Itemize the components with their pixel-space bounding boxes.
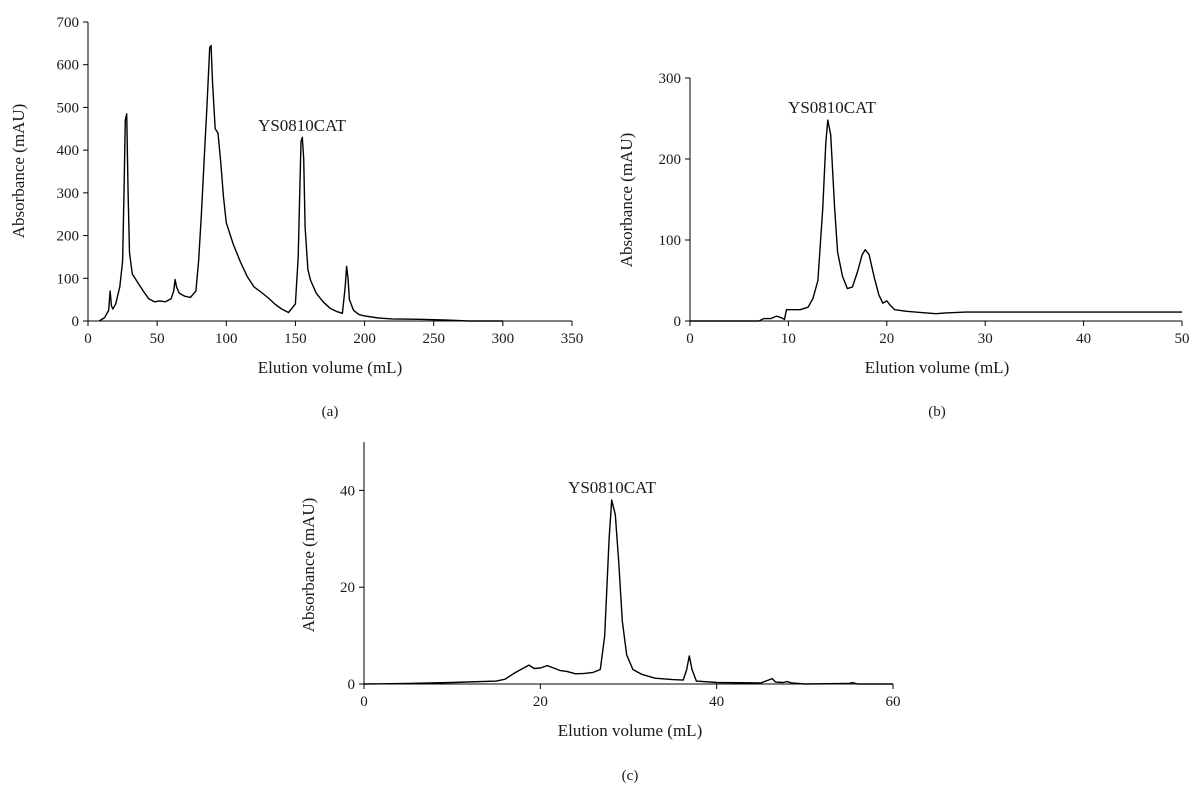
panel-a-y-tick-label: 300	[57, 186, 80, 202]
panel-b-x-tick-label: 10	[781, 331, 796, 347]
panel-a-y-ticks: 0 100 200 300 400 500 600 700	[57, 15, 89, 330]
panel-c-x-tick-label: 20	[533, 694, 548, 710]
panel-a-y-tick-label: 500	[57, 100, 80, 116]
panel-c-label: (c)	[622, 768, 639, 784]
panel-a-y-tick-label: 700	[57, 15, 80, 31]
panel-c-y-tick-label: 20	[340, 580, 355, 596]
panel-c-x-tick-label: 40	[709, 694, 724, 710]
panel-c-y-tick-label: 40	[340, 483, 355, 499]
panel-b-x-tick-label: 20	[879, 331, 894, 347]
panel-b-x-tick-label: 30	[978, 331, 993, 347]
panel-a-y-tick-label: 100	[57, 271, 80, 287]
panel-b-x-tick-label: 0	[686, 331, 694, 347]
panel-a-y-axis-title: Absorbance (mAU)	[9, 104, 28, 239]
panel-c-trace	[364, 500, 893, 684]
panel-b: 0 100 200 300 0 10 20 30 40 50 YS0810CAT Elution…	[617, 71, 1190, 420]
panel-b-label: (b)	[928, 404, 946, 420]
panel-a-trace	[99, 46, 503, 322]
panel-a-label: (a)	[322, 404, 339, 420]
panel-a-x-tick-label: 150	[284, 331, 307, 347]
panel-c-y-axis-title: Absorbance (mAU)	[299, 498, 318, 633]
panel-a-x-ticks: 0 50 100 150 200 250 300 350	[84, 321, 583, 347]
panel-b-trace	[690, 120, 1182, 321]
panel-a-x-tick-label: 250	[422, 331, 445, 347]
panel-a-x-tick-label: 200	[353, 331, 376, 347]
panel-b-x-tick-label: 50	[1175, 331, 1190, 347]
panel-c: 0 20 40 0 20 40 60 YS0810CAT Elution volume (…	[299, 442, 901, 784]
panel-a-y-tick-label: 600	[57, 58, 80, 74]
panel-c-y-tick-label: 0	[348, 677, 356, 693]
panel-a-y-tick-label: 0	[72, 314, 80, 330]
panel-c-x-tick-label: 0	[360, 694, 368, 710]
panel-c-peak-annotation: YS0810CAT	[568, 478, 656, 497]
panel-a-x-tick-label: 50	[150, 331, 165, 347]
panel-c-x-tick-label: 60	[886, 694, 901, 710]
panel-c-x-ticks: 0 20 40 60	[360, 684, 900, 710]
panel-b-x-ticks: 0 10 20 30 40 50	[686, 321, 1189, 347]
panel-a-y-tick-label: 200	[57, 229, 80, 245]
panel-b-x-axis-title: Elution volume (mL)	[865, 358, 1009, 377]
panel-b-axes	[690, 78, 1182, 321]
panel-b-peak-annotation: YS0810CAT	[788, 98, 876, 117]
panel-b-y-tick-label: 0	[674, 314, 682, 330]
panel-a-x-tick-label: 350	[561, 331, 584, 347]
panel-b-y-tick-label: 100	[659, 233, 682, 249]
panel-a-x-tick-label: 0	[84, 331, 92, 347]
panel-a-x-tick-label: 300	[492, 331, 515, 347]
panel-a-x-axis-title: Elution volume (mL)	[258, 358, 402, 377]
panel-a-x-tick-label: 100	[215, 331, 238, 347]
panel-a: 0 100 200 300 400 500 600 700 0 50 100 150 200 250 30…	[9, 15, 583, 420]
panel-a-y-tick-label: 400	[57, 143, 80, 159]
panel-c-y-ticks: 0 20 40	[340, 483, 364, 693]
panel-b-y-tick-label: 300	[659, 71, 682, 87]
panel-b-x-tick-label: 40	[1076, 331, 1091, 347]
panel-b-y-axis-title: Absorbance (mAU)	[617, 133, 636, 268]
panel-c-x-axis-title: Elution volume (mL)	[558, 721, 702, 740]
panel-b-y-tick-label: 200	[659, 152, 682, 168]
panel-a-peak-annotation: YS0810CAT	[258, 116, 346, 135]
panel-a-axes	[88, 22, 572, 321]
panel-b-y-ticks: 0 100 200 300	[659, 71, 691, 330]
